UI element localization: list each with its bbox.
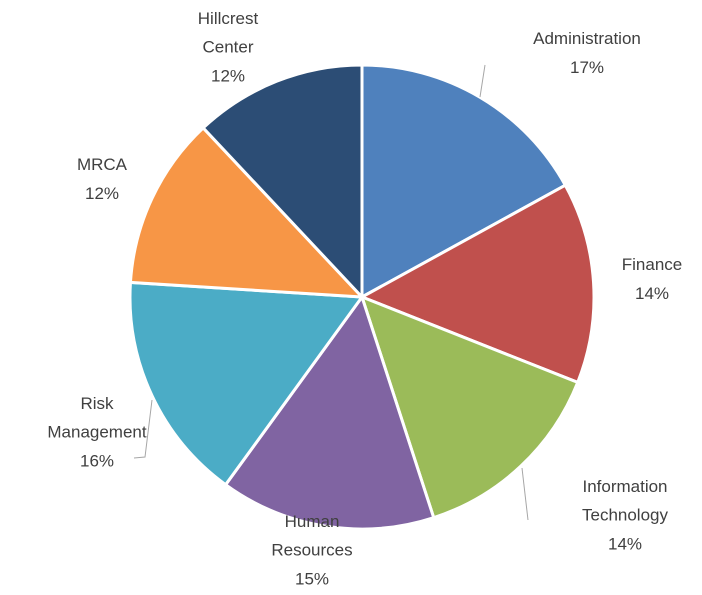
pie-slice: [223, 293, 436, 531]
value-label: 14%: [635, 284, 669, 303]
value-label: 12%: [85, 184, 119, 203]
leader-line: [521, 467, 529, 521]
leader-line: [479, 64, 486, 98]
pie-slice: [128, 280, 365, 487]
value-label: 14%: [608, 534, 642, 553]
pie-slice: [128, 125, 366, 299]
pie-slice: [360, 63, 568, 300]
category-label: Hillcrest Center: [198, 9, 259, 57]
category-label: MRCA: [77, 155, 128, 174]
value-label: 16%: [80, 451, 114, 470]
value-label: 12%: [211, 66, 245, 85]
category-label: Risk Management: [47, 394, 147, 442]
category-label: Finance: [622, 255, 682, 274]
value-label: 15%: [295, 569, 329, 588]
leader-line: [133, 399, 153, 459]
category-label: Human Resources: [271, 512, 352, 560]
pie-slice: [201, 63, 364, 301]
category-label: Information Technology: [582, 477, 669, 525]
pie-slice: [358, 183, 596, 385]
value-label: 17%: [570, 58, 604, 77]
category-label: Administration: [533, 29, 641, 48]
